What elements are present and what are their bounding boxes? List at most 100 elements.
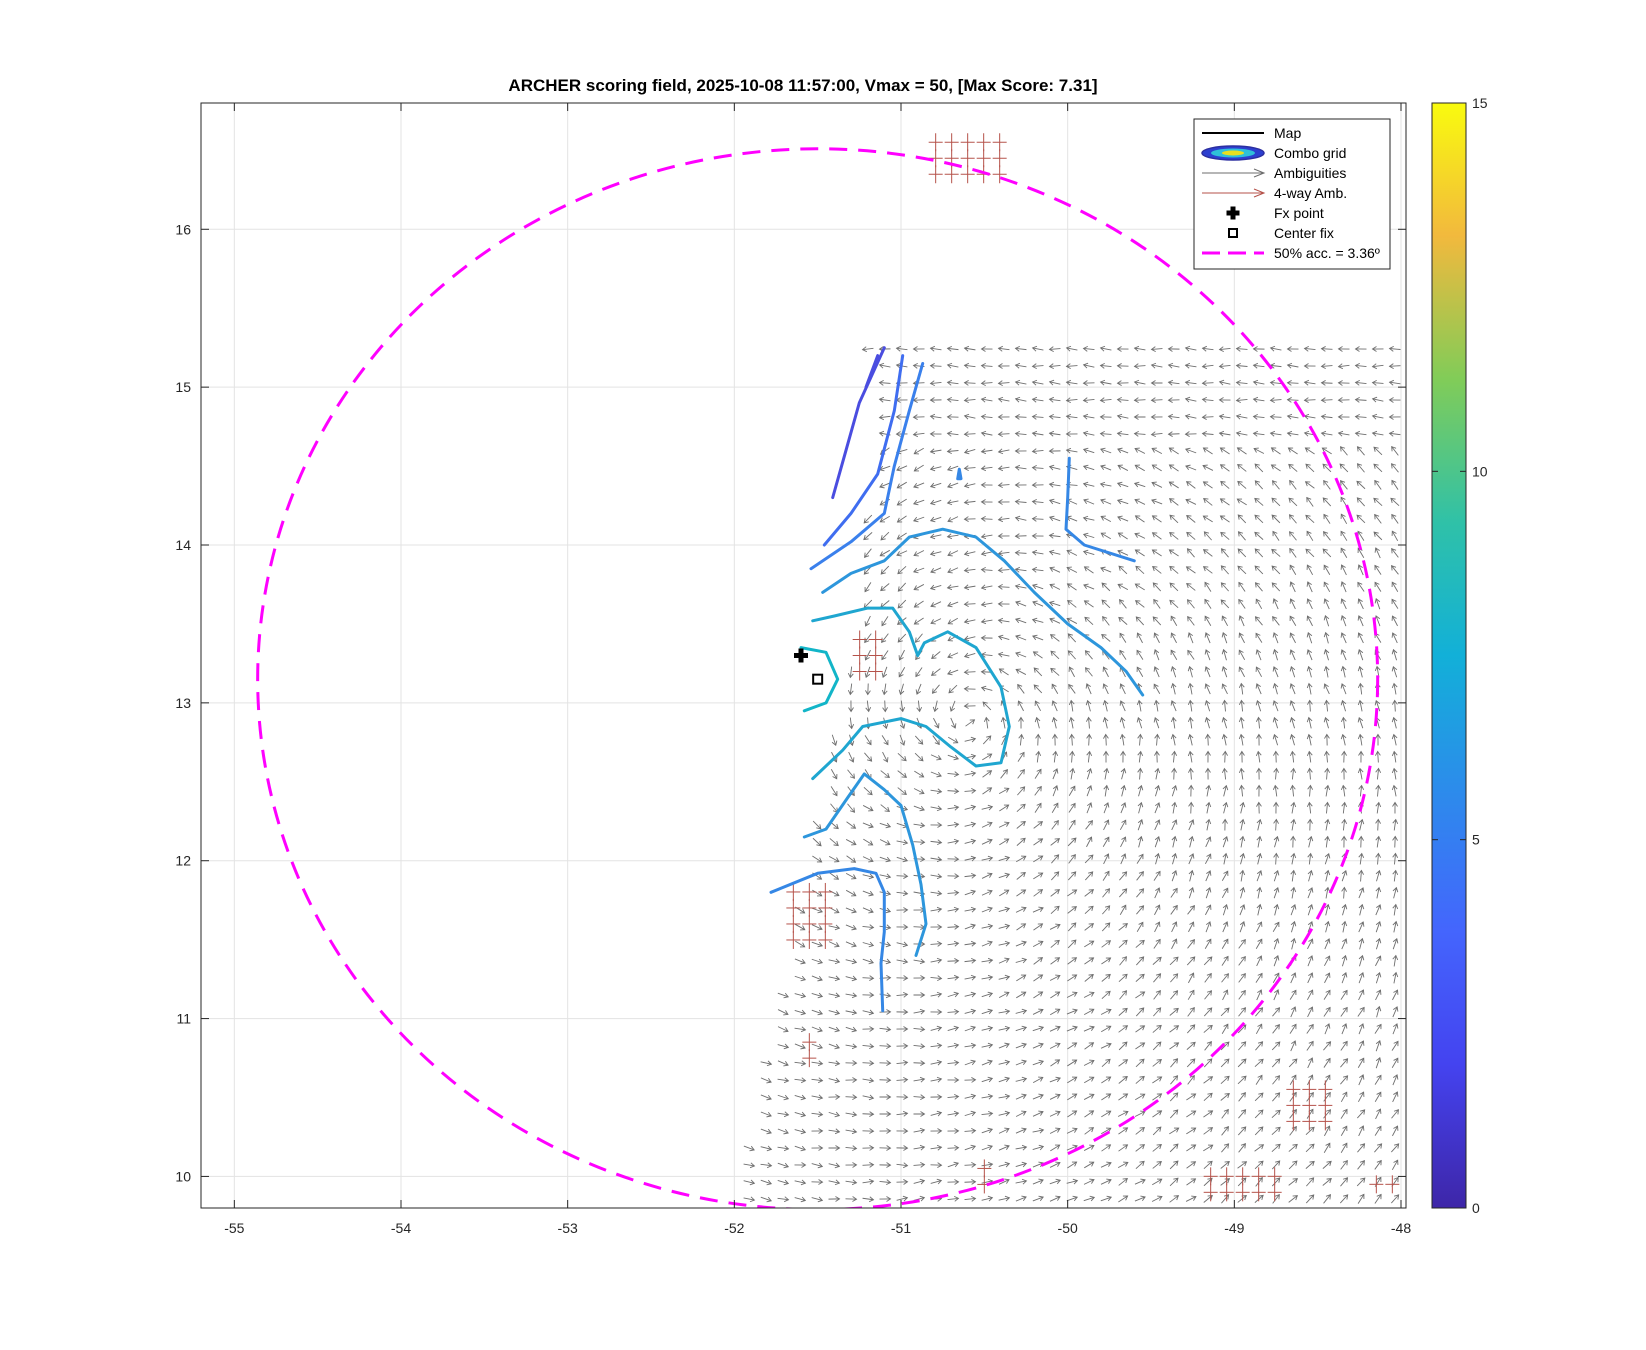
ambiguity-arrow-head — [878, 396, 885, 403]
ambiguity-arrow-head — [919, 1008, 926, 1015]
ambiguity-arrow — [862, 958, 874, 964]
ambiguity-arrow-back — [1058, 1179, 1061, 1182]
ambiguity-arrow — [879, 1027, 891, 1031]
ambiguity-arrow-back — [1193, 1024, 1196, 1027]
ambiguity-arrow — [1205, 836, 1211, 848]
ambiguity-arrow-head — [987, 872, 993, 878]
ambiguity-arrow — [897, 481, 907, 489]
ambiguity-arrow-head — [799, 942, 806, 948]
ambiguity-arrow-head — [913, 499, 919, 506]
ambiguity-arrow-head — [869, 1060, 875, 1066]
ambiguity-arrow — [1154, 666, 1160, 678]
ambiguity-arrow-head — [1223, 1143, 1230, 1149]
ambiguity-arrow — [1255, 1007, 1263, 1017]
ambiguity-arrow-head — [1290, 767, 1297, 773]
ambiguity-arrow-head — [1358, 869, 1365, 875]
ambiguity-arrow-back — [1311, 1024, 1314, 1027]
ambiguity-arrow — [1391, 1109, 1399, 1119]
ambiguity-arrow-head — [834, 1162, 841, 1169]
ambiguity-arrow-back — [1311, 1074, 1313, 1078]
ambiguity-arrow — [1188, 921, 1194, 933]
ambiguity-arrow-head — [1255, 683, 1261, 689]
ambiguity-arrow-back — [1192, 972, 1194, 976]
ambiguity-arrow-head — [1106, 1127, 1112, 1133]
score-contour — [769, 867, 886, 1013]
ambiguity-arrow — [1274, 683, 1278, 695]
ambiguity-arrow-head — [1167, 362, 1174, 369]
ambiguity-arrow-back — [1242, 853, 1244, 856]
ambiguity-arrow-head — [1068, 716, 1075, 723]
score-contour — [799, 646, 840, 713]
ambiguity-arrow-head — [947, 568, 953, 574]
ambiguity-arrow-head — [835, 1196, 841, 1202]
ambiguity-arrow — [1169, 566, 1179, 574]
y-tick-label: 16 — [175, 221, 191, 237]
ambiguity-arrow-head — [1135, 565, 1141, 571]
ambiguity-arrow-head — [1376, 1108, 1382, 1114]
ambiguity-arrow — [1309, 700, 1311, 712]
ambiguity-arrow-head — [1342, 1006, 1348, 1013]
ambiguity-arrow-head — [1088, 973, 1094, 980]
ambiguity-arrow-head — [1189, 905, 1195, 911]
ambiguity-arrow-head — [997, 345, 1004, 352]
ambiguity-arrow-head — [1186, 514, 1192, 521]
ambiguity-arrow-head — [851, 1179, 858, 1186]
ambiguity-arrow — [1356, 497, 1366, 507]
ambiguity-arrow-head — [1187, 750, 1194, 757]
ambiguity-arrow-head — [1048, 346, 1054, 353]
ambiguity-arrow — [845, 907, 857, 913]
ambiguity-arrow-head — [918, 756, 924, 762]
ambiguity-arrow — [1088, 717, 1090, 729]
ambiguity-arrow-head — [1019, 786, 1026, 792]
ambiguity-arrow-head — [903, 1145, 909, 1151]
ambiguity-arrow-head — [1055, 1042, 1061, 1048]
ambiguity-arrow-head — [1258, 1058, 1264, 1064]
score-contour — [809, 362, 925, 571]
ambiguity-arrow — [1323, 990, 1331, 1000]
ambiguity-arrow-back — [1237, 447, 1240, 450]
ambiguity-arrow — [1308, 683, 1312, 695]
ambiguity-arrow-back — [1141, 905, 1144, 908]
ambiguity-arrow-head — [913, 482, 919, 489]
ambiguity-arrow-head — [920, 941, 926, 947]
ambiguity-arrow-head — [971, 787, 977, 794]
ambiguity-arrow — [913, 482, 925, 488]
ambiguity-arrow-back — [1395, 1023, 1398, 1026]
ambiguity-arrow-back — [1276, 836, 1278, 839]
ambiguity-arrow-back — [1253, 448, 1257, 450]
ambiguity-arrow — [964, 603, 976, 605]
ambiguity-arrow-back — [1374, 565, 1377, 568]
ambiguity-arrow-back — [803, 1114, 806, 1117]
ambiguity-arrow-head — [868, 806, 874, 812]
ambiguity-arrow-back — [803, 961, 806, 964]
ambiguity-arrow-head — [1274, 921, 1280, 928]
ambiguity-arrow — [1203, 481, 1213, 489]
ambiguity-arrow-back — [1391, 446, 1394, 449]
ambiguity-arrow-head — [1071, 1042, 1078, 1048]
ambiguity-arrow-back — [1117, 550, 1121, 552]
ambiguity-arrow — [1271, 582, 1281, 592]
ambiguity-arrow-back — [1176, 1177, 1179, 1180]
ambiguity-arrow-head — [1116, 346, 1122, 352]
ambiguity-arrow-head — [1359, 1057, 1365, 1063]
ambiguity-arrow — [1086, 836, 1092, 848]
ambiguity-arrow — [1341, 700, 1347, 712]
ambiguity-arrow-head — [1049, 583, 1055, 589]
ambiguity-arrow — [1134, 499, 1146, 505]
ambiguity-arrow-head — [832, 790, 838, 797]
ambiguity-arrow-back — [1102, 616, 1105, 619]
ambiguity-arrow-head — [971, 1179, 977, 1185]
ambiguity-arrow-head — [987, 1025, 994, 1032]
ambiguity-arrow-back — [871, 910, 874, 913]
ambiguity-arrow-head — [817, 992, 824, 999]
ambiguity-arrow — [982, 770, 992, 778]
ambiguity-arrow-head — [1055, 1161, 1061, 1167]
ambiguity-arrow — [1135, 1161, 1145, 1169]
ambiguity-arrow-back — [1193, 1144, 1196, 1147]
ambiguity-arrow-head — [1119, 683, 1125, 689]
ambiguity-arrow-head — [1238, 598, 1244, 605]
ambiguity-arrow-head — [881, 672, 888, 678]
ambiguity-arrow-head — [1048, 396, 1055, 403]
ambiguity-arrow-head — [1239, 835, 1246, 842]
ambiguity-arrow — [1204, 616, 1212, 626]
